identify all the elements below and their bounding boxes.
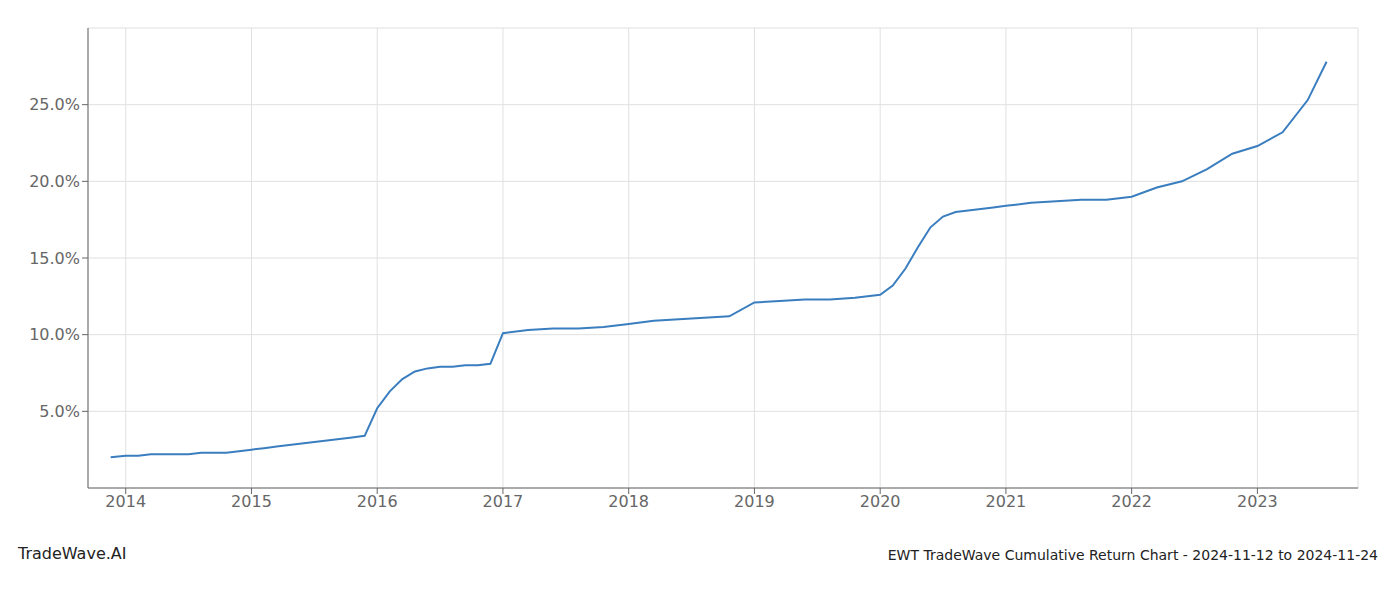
html-text:EWT TradeWave Cumulative Retur: EWT TradeWave Cumulative Return Chart - … (887, 547, 1378, 563)
svg-text:20.0%: 20.0% (29, 172, 80, 191)
svg-text:2021: 2021 (986, 492, 1027, 511)
svg-text:2023: 2023 (1237, 492, 1278, 511)
svg-text:2022: 2022 (1111, 492, 1152, 511)
svg-text:2019: 2019 (734, 492, 775, 511)
svg-text:2017: 2017 (483, 492, 524, 511)
html-text:TradeWave.AI: TradeWave.AI (18, 544, 127, 563)
svg-text:25.0%: 25.0% (29, 95, 80, 114)
svg-text:2018: 2018 (608, 492, 649, 511)
svg-text:10.0%: 10.0% (29, 325, 80, 344)
svg-text:2020: 2020 (860, 492, 901, 511)
svg-text:2014: 2014 (105, 492, 146, 511)
svg-text:15.0%: 15.0% (29, 249, 80, 268)
svg-text:2016: 2016 (357, 492, 398, 511)
svg-text:2015: 2015 (231, 492, 272, 511)
svg-text:5.0%: 5.0% (39, 402, 80, 421)
